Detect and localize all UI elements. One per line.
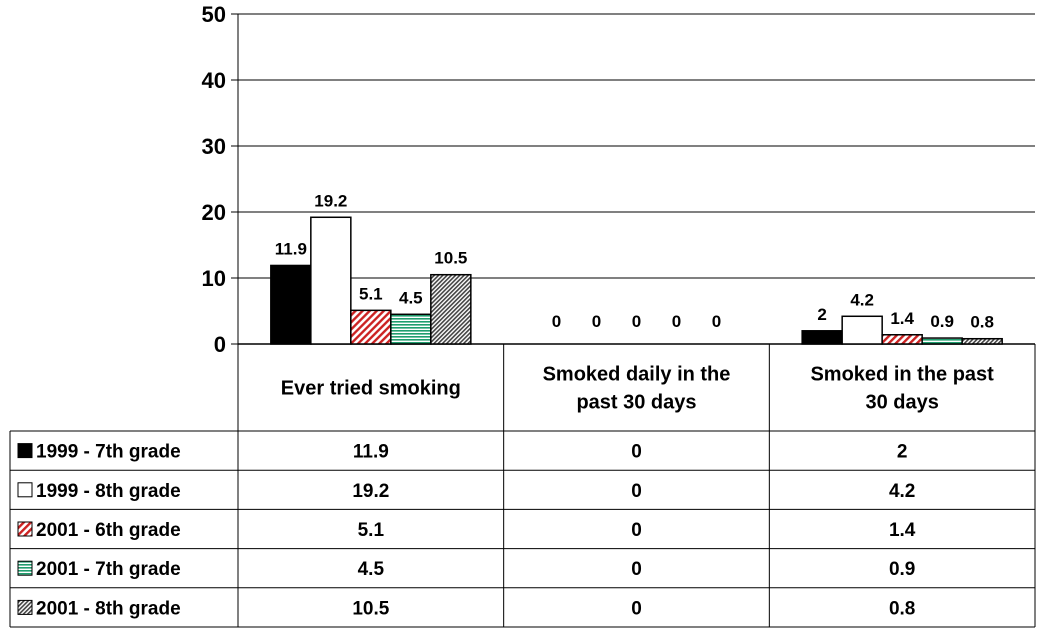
legend-key — [17, 560, 33, 576]
table-cell: 1.4 — [889, 520, 916, 541]
bar — [841, 315, 883, 345]
table-cell: 0 — [631, 442, 642, 463]
data-label: 1.4 — [890, 309, 914, 328]
bar — [270, 264, 312, 345]
table-cell: 5.1 — [358, 520, 385, 541]
data-label: 5.1 — [359, 284, 383, 303]
table-cell: 0 — [631, 559, 642, 580]
table-cell: 11.9 — [353, 442, 389, 463]
data-label: 0.8 — [970, 313, 994, 332]
category-label: Smoked daily in the — [543, 364, 731, 386]
data-label: 0 — [712, 312, 721, 331]
y-tick-label: 40 — [202, 68, 226, 93]
bar — [801, 330, 843, 345]
table-cell: 19.2 — [352, 481, 389, 502]
bar — [390, 313, 432, 345]
legend-key — [17, 482, 33, 498]
table-cell: 2 — [897, 442, 908, 463]
table-cell: 0 — [631, 598, 642, 619]
data-label: 0 — [592, 312, 601, 331]
table-cell: 10.5 — [352, 598, 389, 619]
category-label: Ever tried smoking — [281, 378, 461, 400]
data-label: 19.2 — [314, 191, 347, 210]
bar — [430, 273, 472, 345]
y-tick-label: 0 — [214, 332, 226, 357]
category-label: past 30 days — [576, 392, 696, 414]
legend-key — [17, 521, 33, 537]
table-cell: 0 — [631, 520, 642, 541]
data-label: 4.5 — [399, 288, 423, 307]
bar — [921, 337, 963, 345]
legend-key — [17, 599, 33, 615]
category-label: Smoked in the past — [810, 364, 994, 386]
legend-label: 2001 - 7th grade — [36, 559, 181, 580]
data-label: 0 — [552, 312, 561, 331]
y-tick-label: 30 — [202, 134, 226, 159]
table-cell: 0.8 — [889, 598, 915, 619]
legend-label: 2001 - 8th grade — [36, 598, 181, 619]
data-label: 0 — [672, 312, 681, 331]
legend-label: 1999 - 8th grade — [36, 481, 181, 502]
data-label: 11.9 — [275, 239, 307, 258]
category-label: 30 days — [865, 392, 938, 414]
legend-label: 2001 - 6th grade — [36, 520, 181, 541]
table-cell: 4.5 — [358, 559, 385, 580]
bar — [350, 309, 392, 345]
bar — [881, 334, 923, 345]
bar — [961, 337, 1003, 345]
data-label: 0.9 — [930, 312, 954, 331]
legend-key — [17, 443, 33, 459]
legend-label: 1999 - 7th grade — [36, 442, 181, 463]
y-tick-label: 50 — [202, 2, 226, 27]
data-label: 10.5 — [434, 249, 467, 268]
bar — [310, 216, 352, 345]
data-label: 0 — [632, 312, 641, 331]
table-cell: 4.2 — [889, 481, 915, 502]
table-cell: 0 — [631, 481, 642, 502]
data-label: 4.2 — [850, 290, 874, 309]
table-cell: 0.9 — [889, 559, 915, 580]
data-label: 2 — [817, 305, 826, 324]
y-tick-label: 20 — [202, 200, 226, 225]
y-tick-label: 10 — [202, 266, 226, 291]
